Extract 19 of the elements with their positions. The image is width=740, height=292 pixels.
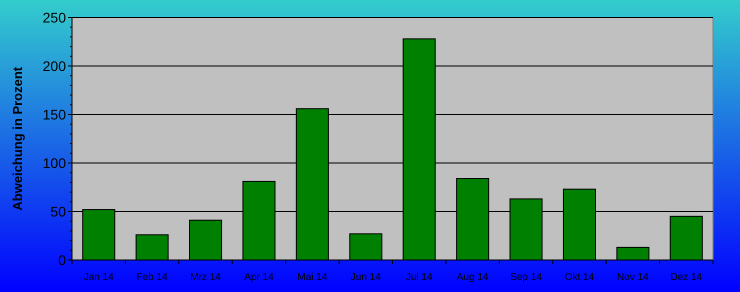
x-tick-label: Jun 14 (350, 272, 382, 283)
y-tick-label: 100 (42, 154, 66, 171)
x-tick-label: Jul 14 (406, 272, 433, 283)
x-tick-label: Nov 14 (617, 272, 650, 283)
y-tick-label: 150 (42, 106, 66, 122)
x-tick-label: Mrz 14 (190, 272, 222, 283)
y-tick-label: 200 (42, 58, 66, 74)
x-tick-label: Sep 14 (510, 272, 542, 283)
y-tick-label: 50 (50, 203, 66, 220)
x-tick-label: Dez 14 (670, 272, 703, 283)
y-tick-label: 250 (42, 9, 66, 26)
y-tick-label: 0 (58, 252, 66, 268)
x-tick-label: Jan 14 (84, 272, 114, 283)
x-tick-label: Aug 14 (456, 272, 489, 283)
x-tick-label: Feb 14 (136, 272, 168, 283)
y-axis-title: Abweichung in Prozent (10, 66, 25, 211)
x-tick-label: Mai 14 (297, 272, 328, 283)
x-tick-label: Apr 14 (244, 272, 274, 283)
x-tick-label: Okt 14 (564, 272, 595, 283)
